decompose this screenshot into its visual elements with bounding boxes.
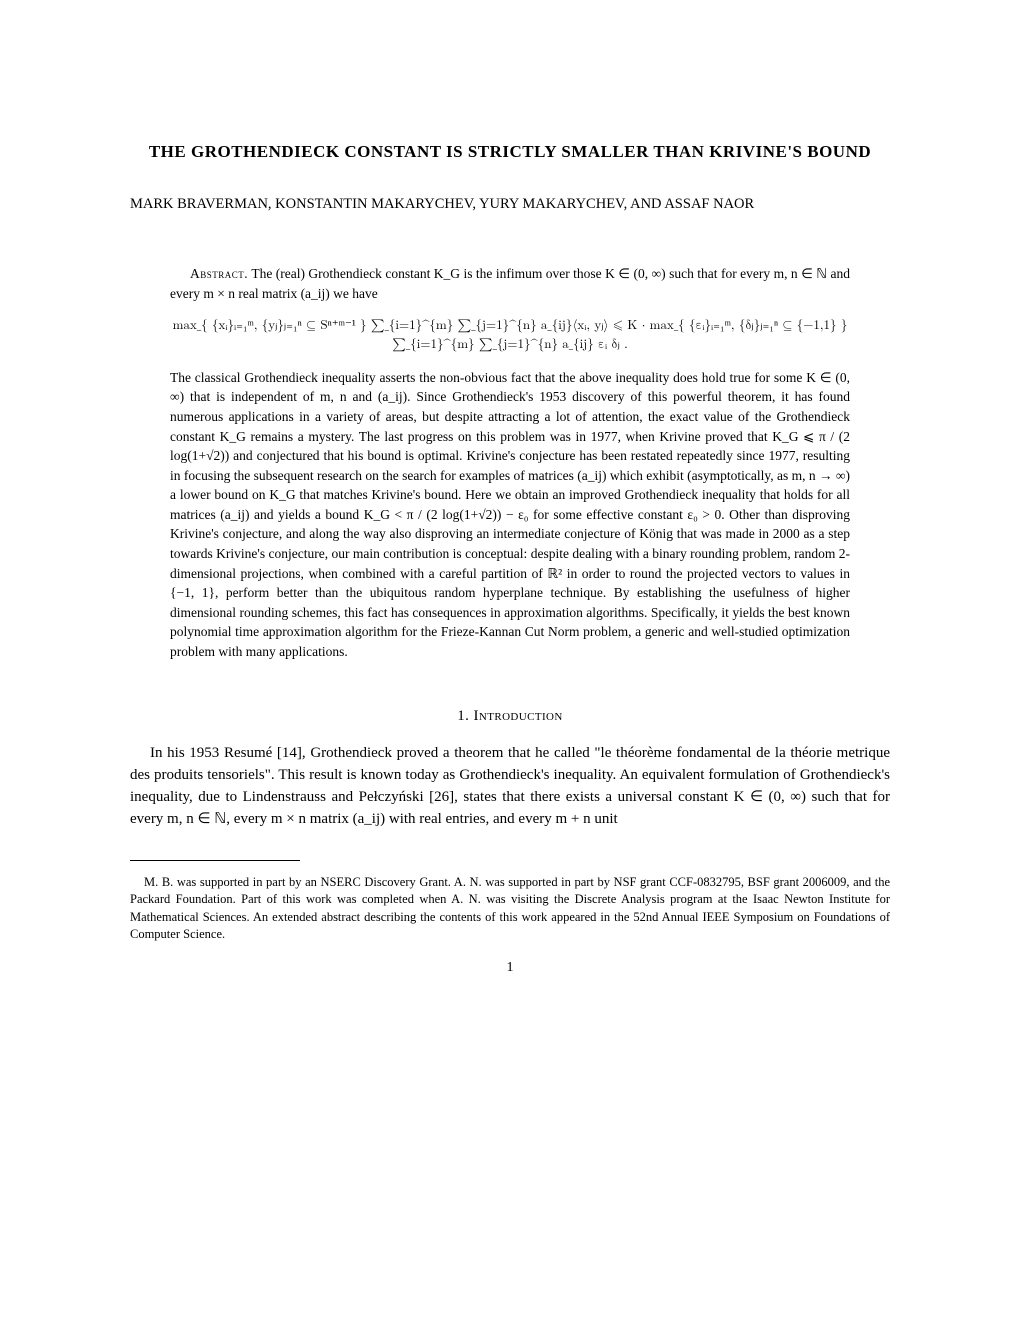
abstract-intro: Abstract. The (real) Grothendieck consta…	[170, 264, 850, 303]
paper-title: THE GROTHENDIECK CONSTANT IS STRICTLY SM…	[130, 140, 890, 164]
abstract-block: Abstract. The (real) Grothendieck consta…	[170, 264, 850, 661]
footnote-text: M. B. was supported in part by an NSERC …	[130, 874, 890, 944]
abstract-formula: max_{ {xᵢ}ᵢ₌₁ᵐ, {yⱼ}ⱼ₌₁ⁿ ⊆ Sⁿ⁺ᵐ⁻¹ } ∑_{i…	[170, 317, 850, 355]
page-number: 1	[130, 958, 890, 978]
abstract-body: The classical Grothendieck inequality as…	[170, 368, 850, 661]
section-heading: 1. Introduction	[130, 706, 890, 727]
intro-paragraph: In his 1953 Resumé [14], Grothendieck pr…	[130, 743, 890, 830]
section-name: Introduction	[473, 708, 562, 724]
section-number: 1.	[457, 708, 469, 724]
abstract-intro-text: The (real) Grothendieck constant K_G is …	[170, 266, 850, 301]
abstract-label: Abstract.	[190, 266, 248, 281]
author-line: MARK BRAVERMAN, KONSTANTIN MAKARYCHEV, Y…	[130, 194, 890, 214]
footnote-rule	[130, 860, 300, 861]
